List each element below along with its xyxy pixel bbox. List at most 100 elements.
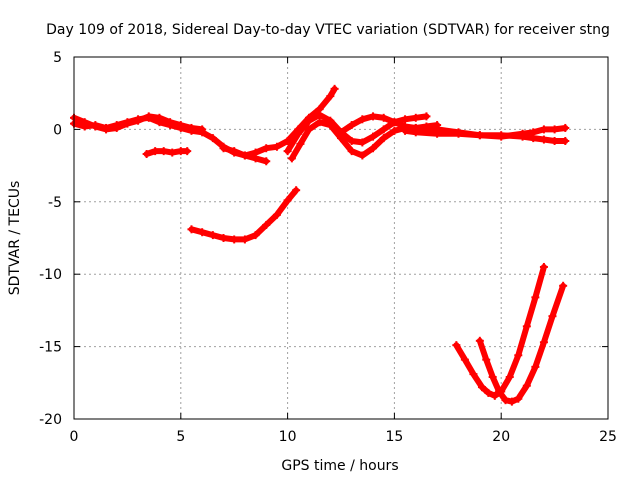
data-point [454, 128, 463, 137]
data-point [548, 312, 557, 321]
data-point [187, 225, 196, 234]
series-line-arc-9 [412, 125, 569, 140]
data-point [292, 186, 301, 195]
data-point [495, 387, 504, 396]
data-point [337, 128, 345, 137]
data-point [251, 231, 260, 240]
data-point [208, 134, 217, 143]
data-point [358, 151, 367, 160]
data-point [315, 110, 324, 119]
data-point [561, 136, 570, 145]
data-point [529, 128, 538, 137]
data-point [112, 123, 121, 132]
data-point [219, 144, 228, 153]
data-point [347, 121, 356, 130]
data-point [477, 383, 486, 392]
y-tick-label: -15 [39, 340, 62, 356]
data-point [539, 125, 548, 134]
data-point [452, 341, 461, 350]
data-point [401, 126, 410, 135]
data-point [230, 235, 239, 244]
data-point [369, 112, 378, 121]
data-point [219, 234, 228, 242]
data-point [433, 125, 442, 134]
chart-title: Day 109 of 2018, Sidereal Day-to-day VTE… [46, 22, 610, 38]
data-point [514, 394, 523, 403]
y-tick-label: -20 [39, 412, 62, 428]
data-point [358, 115, 367, 124]
series-line-arc-12 [476, 282, 567, 405]
data-point [379, 125, 388, 134]
data-point [550, 136, 559, 145]
data-point [484, 388, 493, 397]
data-point [505, 373, 514, 382]
data-point [151, 147, 160, 156]
data-point [134, 116, 143, 125]
data-point [531, 293, 540, 302]
data-point [294, 129, 303, 138]
x-axis-label: GPS time / hours [281, 458, 398, 474]
x-tick-label: 25 [599, 429, 617, 445]
data-point [240, 235, 249, 244]
data-point [283, 147, 292, 156]
data-point [522, 381, 531, 390]
x-tick-label: 5 [176, 429, 185, 445]
data-point [369, 132, 378, 141]
data-point [198, 228, 207, 237]
data-point [411, 113, 420, 122]
data-point [379, 113, 388, 122]
data-point [550, 125, 559, 134]
data-point [539, 338, 548, 347]
data-point [208, 231, 217, 240]
data-point [283, 196, 292, 205]
y-tick-label: -5 [48, 195, 62, 211]
x-tick-label: 20 [492, 429, 510, 445]
data-point [522, 322, 531, 331]
y-tick-label: 0 [53, 122, 62, 138]
data-point [304, 125, 313, 134]
data-point [422, 112, 431, 121]
data-point [230, 147, 239, 156]
data-point [390, 126, 399, 135]
data-point [144, 112, 153, 121]
data-point [501, 396, 510, 405]
y-tick-label: -10 [39, 267, 62, 283]
data-point [561, 123, 570, 132]
data-point [358, 138, 367, 147]
data-point [159, 147, 168, 156]
data-point [272, 142, 281, 151]
data-point [369, 144, 378, 153]
data-point [304, 116, 313, 125]
data-point [166, 118, 175, 127]
data-point [262, 144, 271, 153]
data-point [155, 113, 164, 122]
data-point [411, 123, 420, 132]
data-point [497, 132, 506, 141]
data-point [198, 125, 207, 134]
data-point [482, 355, 491, 364]
x-tick-label: 0 [70, 429, 79, 445]
data-point [469, 370, 478, 379]
data-series [70, 84, 570, 406]
y-axis-label: SDTVAR / TECUs [7, 181, 23, 296]
data-point [330, 84, 339, 93]
data-point [142, 150, 151, 159]
series-line-arc-6 [288, 119, 409, 162]
data-point [183, 147, 192, 156]
data-point [518, 129, 527, 138]
data-point [514, 351, 523, 360]
data-point [326, 121, 335, 130]
data-point [315, 118, 324, 127]
data-point [347, 136, 356, 145]
data-point [80, 118, 89, 127]
data-point [490, 391, 499, 400]
data-point [531, 362, 540, 371]
data-point [262, 220, 271, 229]
data-point [91, 122, 100, 131]
data-point [187, 123, 196, 132]
data-point [123, 119, 132, 128]
x-tick-label: 10 [279, 429, 297, 445]
data-point [559, 281, 568, 290]
data-point [262, 157, 271, 166]
